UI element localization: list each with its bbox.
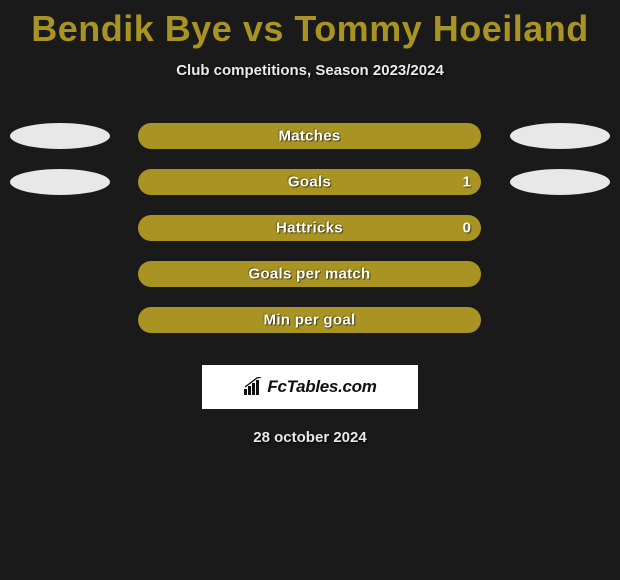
bar-row: Min per goal — [0, 307, 620, 353]
brand-inner: FcTables.com — [243, 377, 376, 397]
bar-value-right: 1 — [463, 174, 471, 191]
bar-row: Goals per match — [0, 261, 620, 307]
subtitle: Club competitions, Season 2023/2024 — [0, 62, 620, 79]
title-connector: vs — [232, 8, 294, 49]
main-container: Bendik Bye vs Tommy Hoeiland Club compet… — [0, 0, 620, 446]
bar-label: Matches — [278, 128, 340, 145]
bar-row: Matches — [0, 123, 620, 169]
page-title: Bendik Bye vs Tommy Hoeiland — [0, 0, 620, 50]
comparison-bars: Matches Goals 1 Hattricks 0 Goals per match Mi… — [0, 123, 620, 353]
bar-label: Min per goal — [264, 312, 356, 329]
bar-row: Hattricks 0 — [0, 215, 620, 261]
date-text: 28 october 2024 — [0, 429, 620, 446]
brand-box: FcTables.com — [202, 365, 418, 409]
bar-row: Goals 1 — [0, 169, 620, 215]
left-ellipse — [10, 123, 110, 149]
left-ellipse — [10, 169, 110, 195]
bar-track: Hattricks 0 — [138, 215, 481, 241]
bar-label: Goals per match — [248, 266, 370, 283]
bar-track: Goals 1 — [138, 169, 481, 195]
bar-label: Goals — [288, 174, 331, 191]
player2-name: Tommy Hoeiland — [294, 8, 588, 49]
bar-track: Goals per match — [138, 261, 481, 287]
bar-track: Matches — [138, 123, 481, 149]
bar-label: Hattricks — [276, 220, 343, 237]
brand-text: FcTables.com — [267, 377, 376, 397]
brand-chart-icon — [243, 377, 265, 397]
right-ellipse — [510, 169, 610, 195]
right-ellipse — [510, 123, 610, 149]
player1-name: Bendik Bye — [31, 8, 232, 49]
bar-track: Min per goal — [138, 307, 481, 333]
bar-value-right: 0 — [463, 220, 471, 237]
